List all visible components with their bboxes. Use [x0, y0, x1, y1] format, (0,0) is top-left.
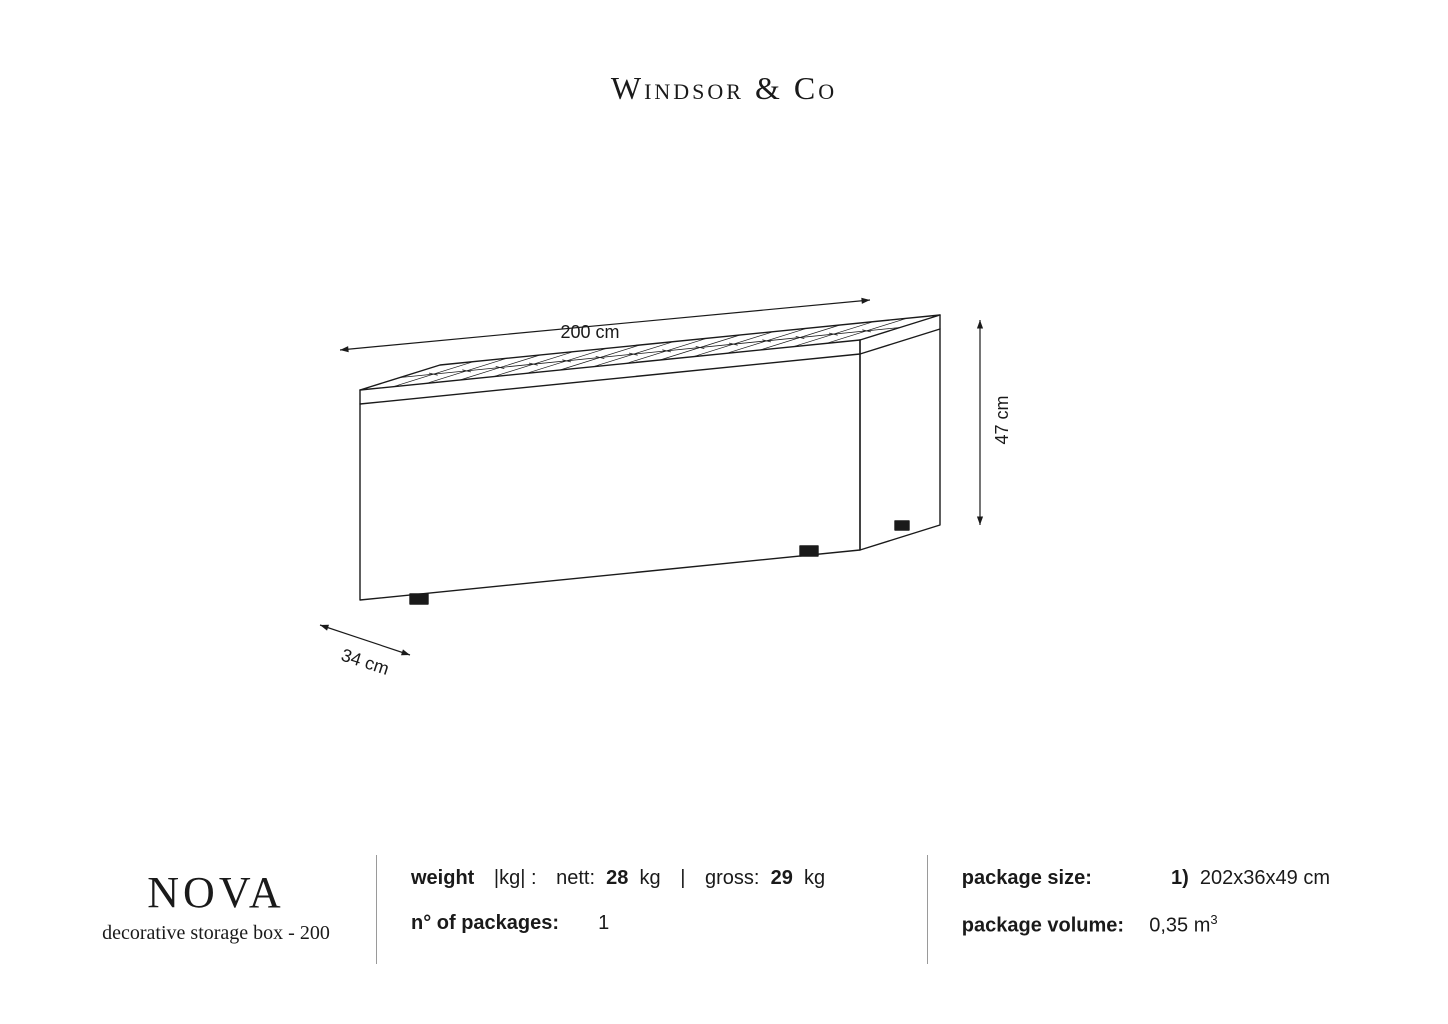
weight-row: weight |kg| : nett: 28 kg | gross: 29 kg — [411, 867, 893, 890]
product-drawing: 200 cm 47 cm 34 cm — [280, 280, 1040, 680]
brand-title: Windsor & Co — [0, 70, 1448, 107]
product-subtitle: decorative storage box - 200 — [90, 922, 342, 945]
package-volume-row: package volume: 0,35 m3 — [962, 912, 1330, 938]
product-name: NOVA — [90, 867, 342, 918]
svg-text:47 cm: 47 cm — [992, 395, 1012, 444]
svg-text:34 cm: 34 cm — [339, 645, 392, 679]
svg-text:200 cm: 200 cm — [560, 322, 619, 342]
spec-footer: NOVA decorative storage box - 200 weight… — [90, 855, 1358, 964]
package-size-row: package size: 1) 202x36x49 cm — [962, 867, 1330, 890]
footer-divider — [376, 855, 377, 964]
packages-row: n° of packages: 1 — [411, 912, 893, 935]
footer-divider — [927, 855, 928, 964]
